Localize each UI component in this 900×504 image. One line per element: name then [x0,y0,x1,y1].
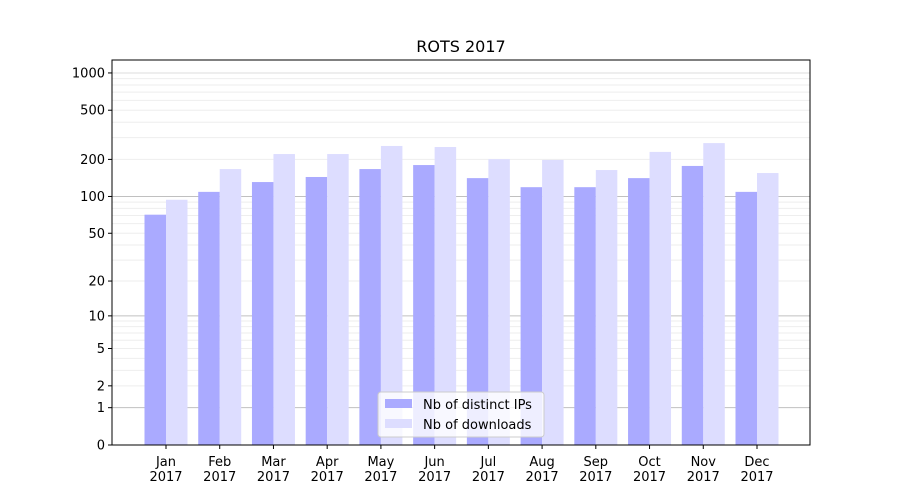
y-tick-label: 20 [88,275,105,290]
bar-distinct-ips [574,187,596,445]
legend-swatch [385,399,412,408]
y-tick-label: 200 [80,153,105,168]
bar-distinct-ips [413,165,435,445]
bar-distinct-ips [251,182,274,445]
x-tick-label: Apr 2017 [311,455,344,485]
bar-downloads [327,154,349,445]
bar-distinct-ips [466,178,489,445]
y-tick-label: 1 [97,401,105,416]
bar-downloads [757,173,779,445]
y-tick-label: 10 [88,309,105,324]
bar-distinct-ips [198,191,220,445]
x-tick-label: Dec 2017 [740,455,773,485]
bar-downloads [273,154,295,445]
bar-downloads [434,147,457,445]
x-tick-label: Oct 2017 [633,455,666,485]
bar-distinct-ips [305,176,328,446]
bar-distinct-ips [735,191,757,445]
bar-distinct-ips [520,187,543,445]
y-tick-label: 0 [97,439,105,454]
bar-downloads [542,159,564,446]
x-tick-label: Mar 2017 [257,455,290,485]
bar-distinct-ips [359,169,381,445]
bar-downloads [649,151,672,445]
plot-frame [111,59,811,446]
x-tick-label: Jan 2017 [149,455,182,485]
legend-label: Nb of downloads [423,418,532,433]
y-tick-label: 50 [88,227,105,242]
legend: Nb of distinct IPs Nb of downloads [377,391,545,438]
y-tick-label: 1000 [72,66,105,81]
legend-box [377,391,545,438]
y-tick-label: 100 [80,190,105,205]
bar-downloads [166,199,188,445]
bars [144,143,779,446]
bar-downloads [488,159,510,446]
x-tick-label: Nov 2017 [687,455,720,485]
bar-downloads [595,170,618,446]
y-axis: 0 1 2 5 10 20 50 100 200 500 1000 [72,66,112,454]
bar-downloads [380,145,403,445]
bar-distinct-ips [144,214,166,445]
chart-title: ROTS 2017 [416,37,505,56]
bar-downloads [219,169,242,445]
legend-swatch [385,419,412,428]
legend-label: Nb of distinct IPs [423,398,532,413]
x-tick-label: Jun 2017 [418,455,451,485]
x-tick-label: Aug 2017 [526,455,559,485]
y-tick-label: 500 [80,104,105,119]
x-tick-label: Feb 2017 [203,455,236,485]
x-axis: Jan 2017 Feb 2017 Mar 2017 Apr 2017 May 2017 Jun 20… [149,445,774,485]
y-tick-label: 2 [97,379,105,394]
bar-downloads [703,143,725,445]
y-tick-label: 5 [97,342,105,357]
bar-distinct-ips [681,165,704,445]
x-tick-label: Jul 2017 [472,455,505,485]
bar-distinct-ips [628,178,650,445]
x-tick-label: May 2017 [364,455,397,485]
x-tick-label: Sep 2017 [579,455,612,485]
